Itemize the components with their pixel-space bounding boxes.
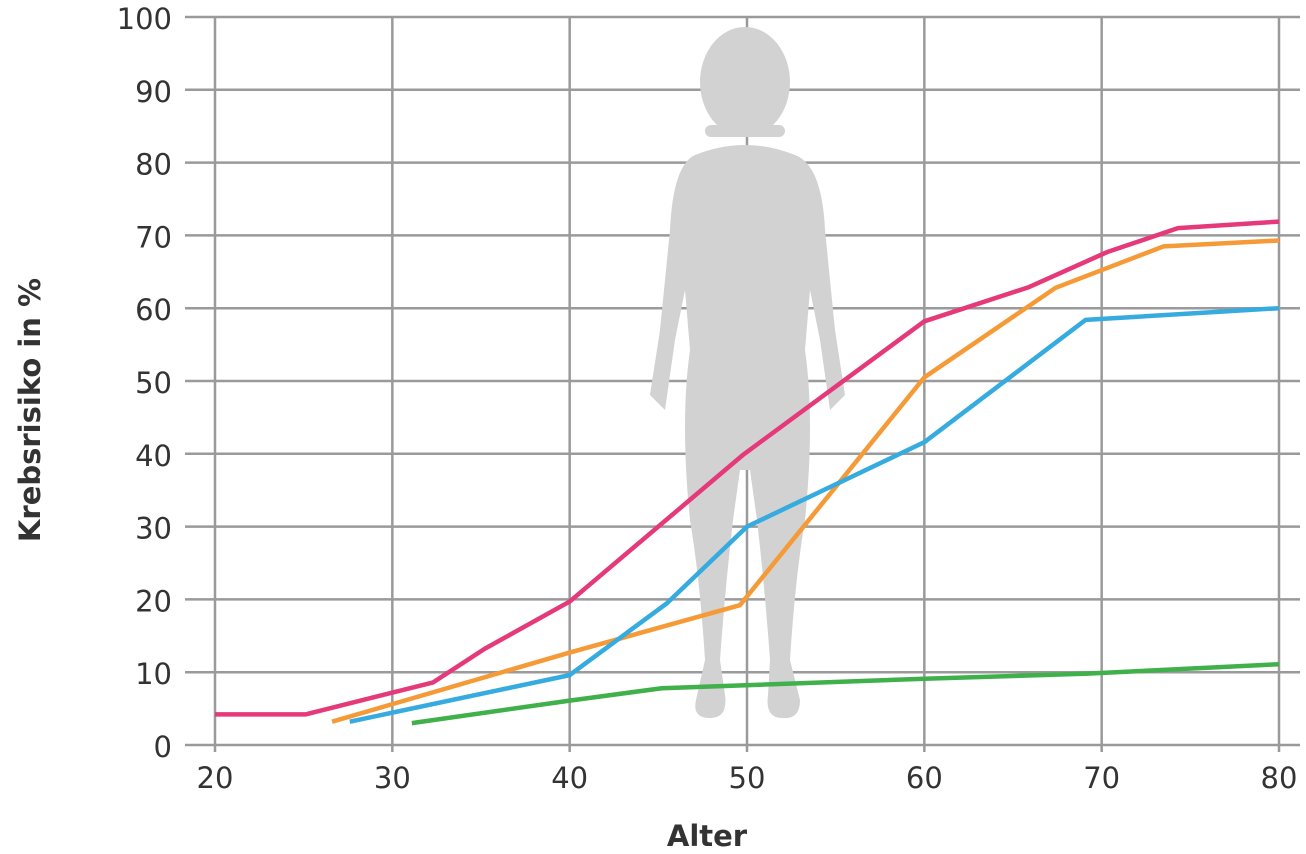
y-tick-label: 0 (154, 730, 172, 764)
y-tick-label: 40 (135, 439, 172, 473)
x-tick-label: 60 (906, 761, 943, 795)
chart: Krebsrisiko in % Alter 0 10 20 30 40 50 60 70 80… (0, 0, 1306, 854)
y-tick-label: 10 (135, 657, 172, 691)
x-tick-label: 80 (1261, 761, 1298, 795)
y-tick-label: 60 (135, 293, 172, 327)
y-tick-label: 80 (135, 148, 172, 182)
x-axis-title: Alter (667, 819, 748, 853)
y-tick-label: 100 (117, 2, 172, 36)
x-tick-label: 70 (1083, 761, 1120, 795)
y-tick-label: 50 (135, 366, 172, 400)
x-tick-label: 20 (197, 761, 234, 795)
y-tick-label: 20 (135, 584, 172, 618)
x-tick-label: 30 (374, 761, 411, 795)
y-tick-label: 30 (135, 512, 172, 546)
x-tick-label: 50 (729, 761, 766, 795)
y-tick-label: 70 (135, 220, 172, 254)
y-tick-label: 90 (135, 75, 172, 109)
x-tick-label: 40 (551, 761, 588, 795)
y-axis-title: Krebsrisiko in % (13, 278, 47, 542)
